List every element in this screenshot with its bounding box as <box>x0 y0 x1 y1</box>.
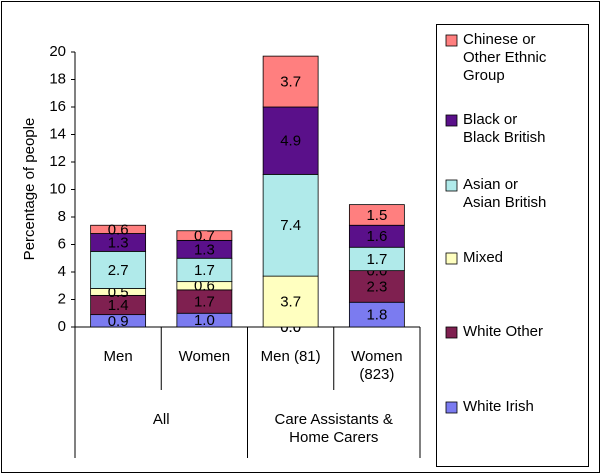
y-tick-label: 16 <box>49 98 66 115</box>
legend-label: Black or Black British <box>463 111 546 146</box>
value-label: 1.7 <box>366 251 387 268</box>
legend-label: Mixed <box>463 249 504 266</box>
legend-box <box>436 24 589 467</box>
x-tick-label: Women (823) <box>351 348 403 383</box>
legend-label: White Other <box>463 323 544 340</box>
value-label: 1.0 <box>194 312 215 329</box>
y-tick-label: 10 <box>49 180 66 197</box>
value-label: 0.6 <box>108 221 129 238</box>
x-tick-label: Women <box>178 348 231 365</box>
value-label: 7.4 <box>280 217 301 234</box>
y-tick-label: 14 <box>49 125 66 142</box>
value-label: 1.7 <box>194 262 215 279</box>
y-tick-label: 18 <box>49 70 66 87</box>
bar-segment <box>348 270 405 303</box>
legend-swatch <box>445 252 458 265</box>
value-label: 1.3 <box>194 241 215 258</box>
value-label: 3.7 <box>280 294 301 311</box>
value-label: 4.9 <box>280 133 301 150</box>
bar-segment <box>262 106 319 175</box>
x-tick-label: Men (81) <box>260 348 321 365</box>
y-tick-label: 12 <box>49 153 66 170</box>
group-label: All <box>152 411 170 428</box>
value-label: 1.8 <box>366 307 387 324</box>
y-tick-label: 0 <box>58 318 66 335</box>
legend-swatch <box>445 179 458 192</box>
legend-swatch <box>445 326 458 339</box>
value-label: 2.7 <box>108 262 129 279</box>
value-label: 0.7 <box>194 228 215 245</box>
bar-segment <box>262 55 319 108</box>
y-tick-label: 8 <box>58 208 66 225</box>
legend-label: White Irish <box>463 398 534 415</box>
legend-label: Chinese or Other Ethnic Group <box>463 31 547 84</box>
value-label: 0.9 <box>108 313 129 330</box>
value-label: 1.4 <box>108 297 129 314</box>
y-axis-label: Percentage of people <box>21 118 38 261</box>
x-tick-label: Men <box>103 348 133 365</box>
value-label: 2.3 <box>366 278 387 295</box>
value-label: 1.5 <box>366 207 387 224</box>
y-tick-label: 20 <box>49 43 66 60</box>
bar-segment <box>348 204 405 226</box>
legend-label: Asian or Asian British <box>463 176 547 211</box>
y-tick-label: 6 <box>58 235 66 252</box>
group-label: Care Assistants & Home Carers <box>274 411 393 446</box>
bar-segment <box>348 301 405 328</box>
y-tick-label: 2 <box>58 290 66 307</box>
value-label: 1.6 <box>366 228 387 245</box>
value-label: 1.3 <box>108 234 129 251</box>
bar-segment <box>262 275 319 328</box>
bar-segment <box>176 230 233 241</box>
bar-segment <box>90 224 147 234</box>
bar-segment <box>262 173 319 277</box>
legend-swatch <box>445 114 458 127</box>
bar-segment <box>90 250 147 289</box>
legend-swatch <box>445 34 458 47</box>
value-label: 3.7 <box>280 74 301 91</box>
value-label: 1.7 <box>194 294 215 311</box>
legend-swatch <box>445 401 458 414</box>
y-tick-label: 4 <box>58 263 66 280</box>
